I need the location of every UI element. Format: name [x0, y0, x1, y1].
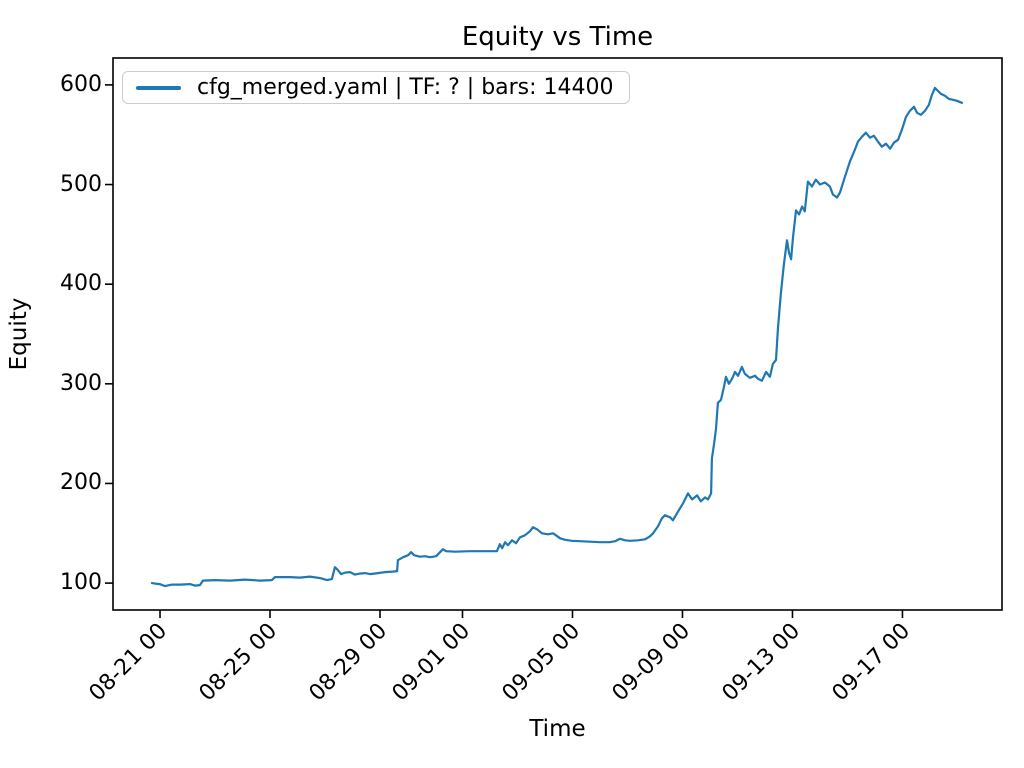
y-tick-label: 300 — [60, 370, 102, 396]
y-tick-label: 400 — [60, 271, 102, 297]
y-tick-label: 500 — [60, 171, 102, 197]
equity-line — [150, 86, 964, 588]
legend-label: cfg_merged.yaml | TF: ? | bars: 14400 — [197, 75, 614, 100]
y-tick-label: 200 — [60, 470, 102, 496]
y-axis-title: Equity — [6, 297, 32, 371]
legend: cfg_merged.yaml | TF: ? | bars: 14400 — [122, 71, 630, 104]
chart-title: Equity vs Time — [461, 22, 654, 52]
y-tick-label: 600 — [60, 71, 102, 97]
legend-line-swatch — [136, 85, 181, 90]
y-tick-label: 100 — [60, 570, 102, 596]
x-axis-title: Time — [529, 716, 586, 742]
